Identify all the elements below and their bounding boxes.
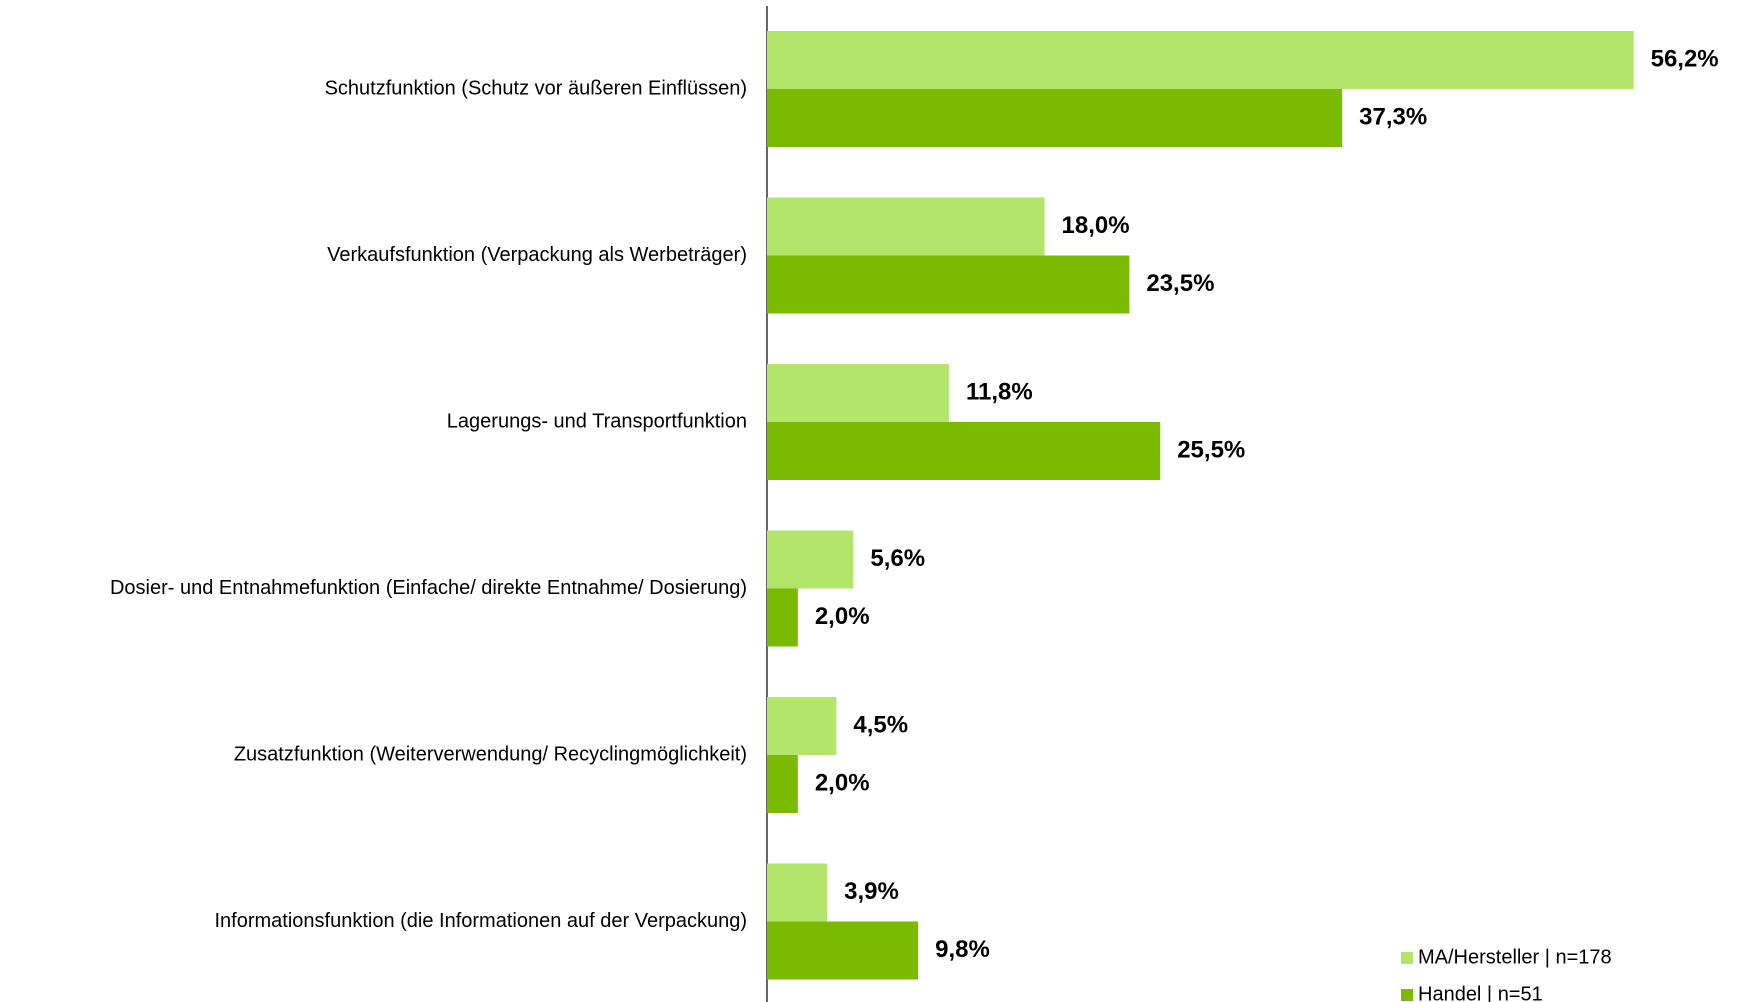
value-label: 2,0% xyxy=(815,769,870,796)
value-label: 37,3% xyxy=(1359,103,1427,130)
value-label: 2,0% xyxy=(815,603,870,630)
value-label: 25,5% xyxy=(1177,436,1245,463)
bar xyxy=(767,197,1045,256)
legend-swatch xyxy=(1401,952,1413,964)
category-label: Informationsfunktion (die Informationen … xyxy=(214,910,747,932)
bar xyxy=(767,255,1130,314)
bar xyxy=(767,422,1161,480)
value-label: 23,5% xyxy=(1146,270,1214,297)
legend-label: MA/Hersteller | n=178 xyxy=(1418,946,1612,968)
bar xyxy=(767,31,1634,89)
bar xyxy=(767,364,949,422)
value-label: 4,5% xyxy=(853,711,908,738)
bar xyxy=(767,921,919,980)
bar xyxy=(767,588,798,647)
bar xyxy=(767,89,1343,147)
bar xyxy=(767,755,798,813)
category-label: Lagerungs- und Transportfunktion xyxy=(447,410,747,432)
category-label: Zusatzfunktion (Weiterverwendung/ Recycl… xyxy=(234,743,747,765)
category-label: Verkaufsfunktion (Verpackung als Werbetr… xyxy=(327,244,747,266)
category-label: Schutzfunktion (Schutz vor äußeren Einfl… xyxy=(325,77,747,99)
bar xyxy=(767,697,837,755)
value-label: 11,8% xyxy=(966,378,1033,405)
bar xyxy=(767,530,854,589)
legend-swatch xyxy=(1401,989,1413,1001)
value-label: 56,2% xyxy=(1651,45,1719,72)
legend-label: Handel | n=51 xyxy=(1418,983,1543,1002)
value-label: 3,9% xyxy=(844,878,899,905)
value-label: 9,8% xyxy=(935,936,990,963)
category-label: Dosier- und Entnahmefunktion (Einfache/ … xyxy=(110,577,747,599)
value-label: 18,0% xyxy=(1062,212,1130,239)
bar xyxy=(767,863,828,922)
value-label: 5,6% xyxy=(870,545,925,572)
